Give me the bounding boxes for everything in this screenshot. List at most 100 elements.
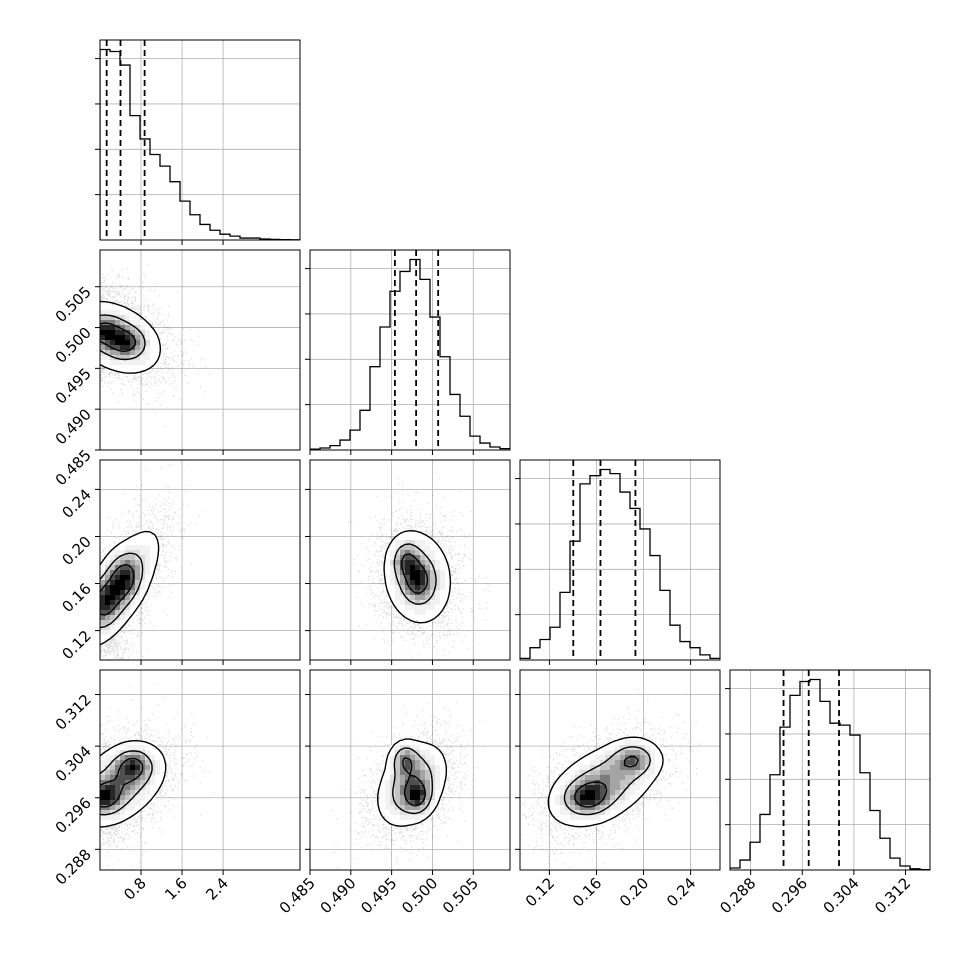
density-cell [135,350,141,356]
density-cell [135,575,141,581]
density-cell [440,555,446,561]
density-cell [145,770,151,776]
density-cell [395,600,401,606]
density-cell [385,805,391,811]
density-cell [420,800,426,806]
density-cell [125,595,131,601]
density-cell [405,605,411,611]
density-cell [120,555,126,561]
density-cell [145,775,151,781]
density-cell [140,325,146,331]
density-cell [105,635,111,641]
density-cell [610,790,616,796]
density-cell [120,365,126,371]
density-cell [385,770,391,776]
density-cell [430,745,436,751]
density-cell [110,625,116,631]
density-cell [650,775,656,781]
density-cell [150,555,156,561]
density-cell [400,595,406,601]
density-cell [395,800,401,806]
density-cell [135,360,141,366]
density-cell [435,585,441,591]
density-cell [395,810,401,816]
xtick-label-p1-0: 0.485 [276,874,319,917]
density-cell [425,565,431,571]
density-cell [410,785,416,791]
density-cell [115,625,121,631]
density-cell [390,585,396,591]
density-cell [390,540,396,546]
density-cell [100,570,106,576]
density-cell [440,785,446,791]
density-cell [150,770,156,776]
density-cell [425,760,431,766]
density-cell [105,590,111,596]
density-cell [135,560,141,566]
density-cell [125,790,131,796]
density-cell [640,755,646,761]
density-cell [655,765,661,771]
density-cell [590,795,596,801]
density-cell [105,775,111,781]
density-cell [405,565,411,571]
density-cell [635,785,641,791]
density-cell [380,780,386,786]
density-cell [425,810,431,816]
density-cell [420,605,426,611]
density-cell [635,780,641,786]
density-cell [135,365,141,371]
scatter-panel-p1-p3 [309,669,511,871]
density-cell [625,780,631,786]
density-cell [110,630,116,636]
density-cell [105,360,111,366]
density-cell [135,315,141,321]
density-cell [130,790,136,796]
density-cell [610,785,616,791]
density-cell [645,775,651,781]
density-cell [135,325,141,331]
density-cell [610,750,616,756]
density-cell [585,810,591,816]
density-cell [125,605,131,611]
density-cell [420,540,426,546]
density-cell [430,755,436,761]
density-cell [145,750,151,756]
density-cell [400,800,406,806]
density-cell [150,775,156,781]
histogram-panel-p3 [725,669,931,871]
density-cell [105,345,111,351]
density-cell [145,530,151,536]
density-cell [125,810,131,816]
density-cell [420,790,426,796]
scatter-panel-p0-p1 [99,249,301,451]
density-cell [415,615,421,621]
density-cell [145,580,151,586]
density-cell [640,790,646,796]
density-cell [110,750,116,756]
density-cell [425,605,431,611]
contour-p0-p3-2 [100,757,144,808]
scatter-panel-p0-p2 [99,459,301,661]
density-cell [580,760,586,766]
density-cell [405,790,411,796]
density-cell [415,570,421,576]
density-cell [575,820,581,826]
density-cell [650,745,656,751]
density-cell [100,815,106,821]
density-cell [105,795,111,801]
density-cell [150,550,156,556]
density-cell [440,600,446,606]
density-cell [575,760,581,766]
density-cell [445,590,451,596]
density-cell [390,560,396,566]
density-cell [625,775,631,781]
density-cell [425,780,431,786]
density-cell [605,790,611,796]
density-cell [395,605,401,611]
xtick-label-p0-1: 1.6 [161,874,191,904]
density-cell [105,810,111,816]
density-cell [615,765,621,771]
density-cell [610,745,616,751]
density-cell [110,790,116,796]
